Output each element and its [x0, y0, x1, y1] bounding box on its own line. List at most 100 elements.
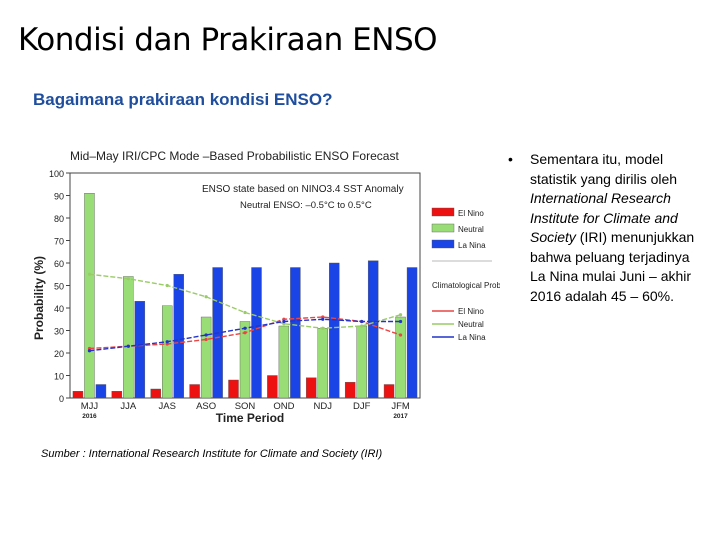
bullet-point: • Sementara itu, model statistik yang di… [508, 150, 708, 306]
y-tick-label: 60 [54, 259, 64, 269]
bar-el-nino [383, 384, 395, 399]
bar-el-nino [228, 379, 239, 399]
bar-neutral [162, 305, 173, 399]
legend-label-el-nino: El Nino [458, 209, 484, 218]
slide-subtitle: Bagaimana prakiraan kondisi ENSO? [33, 90, 333, 109]
y-tick-label: 10 [54, 372, 64, 382]
x-tick-label: SON [235, 401, 256, 412]
bar-la-nina [367, 260, 379, 399]
climatology-point-la-nina [87, 349, 92, 353]
y-tick-label: 80 [54, 214, 64, 224]
x-tick-label: JAS [159, 401, 176, 412]
bar-la-nina [95, 384, 107, 399]
y-tick-label: 30 [54, 327, 64, 337]
source-caption: Sumber : International Research Institut… [41, 448, 383, 460]
y-tick-label: 100 [49, 169, 64, 179]
bar-el-nino [267, 375, 278, 399]
bar-neutral [239, 321, 251, 399]
bar-el-nino [72, 391, 84, 399]
enso-forecast-chart: Mid–May IRI/CPC Mode –Based Probabilisti… [20, 148, 521, 440]
bar-neutral [200, 316, 212, 399]
y-tick-label: 20 [54, 349, 64, 359]
climatology-point-la-nina [282, 319, 286, 324]
legend-climatology-title: Climatological Probability [432, 281, 500, 290]
x-tick-label: MJJ [81, 401, 99, 412]
bar-el-nino [306, 377, 317, 399]
climatology-point-neutral [398, 313, 403, 317]
x-tick-label: NDJ [314, 401, 333, 412]
climatology-point-neutral [204, 295, 208, 299]
slide-title: Kondisi dan Prakiraan ENSO [18, 22, 438, 58]
y-tick-label: 40 [54, 304, 64, 314]
bar-la-nina [329, 262, 340, 399]
chart-annotation-1: ENSO state based on NINO3.4 SST Anomaly [202, 184, 404, 195]
legend-swatch-neutral [431, 223, 455, 233]
climatology-point-el-nino [282, 317, 286, 321]
y-tick-label: 70 [54, 237, 64, 247]
legend-clim-label-neutral: Neutral [458, 320, 484, 329]
y-tick-label: 50 [54, 282, 64, 292]
climatology-point-la-nina [360, 319, 364, 324]
x-year-label: 2017 [393, 413, 408, 420]
bar-la-nina [406, 267, 418, 399]
chart-svg: Mid–May IRI/CPC Mode –Based Probabilisti… [32, 149, 521, 425]
climatology-point-neutral [87, 272, 92, 276]
legend-clim-label-la-nina: La Nina [458, 333, 486, 342]
climatology-point-neutral [321, 326, 325, 330]
bullet-text: Sementara itu, model statistik yang diri… [530, 150, 708, 306]
x-tick-label: JFM [391, 401, 410, 412]
legend-clim-label-el-nino: El Nino [458, 307, 484, 316]
bar-el-nino [111, 391, 123, 399]
y-tick-label: 0 [59, 394, 64, 404]
x-tick-label: OND [273, 401, 294, 412]
climatology-point-neutral [360, 324, 364, 328]
climatology-point-la-nina [165, 340, 169, 344]
x-tick-label: ASO [196, 401, 216, 412]
climatology-point-neutral [126, 277, 130, 281]
x-tick-label: DJF [353, 401, 371, 412]
bar-la-nina [173, 274, 184, 399]
climatology-point-el-nino [165, 342, 169, 346]
climatology-point-el-nino [398, 333, 403, 337]
climatology-point-neutral [243, 310, 247, 315]
legend-swatch-la-nina [431, 239, 455, 249]
bar-neutral [395, 316, 406, 399]
climatology-point-el-nino [204, 337, 208, 342]
bullet-text-part-2: (IRI) menunjukkan bahwa peluang terjadin… [530, 229, 695, 304]
bar-neutral [278, 325, 290, 399]
bar-neutral [317, 328, 328, 399]
climatology-point-neutral [165, 283, 169, 288]
climatology-point-la-nina [398, 319, 403, 324]
y-tick-label: 90 [54, 192, 64, 202]
climatology-point-la-nina [243, 326, 247, 330]
bullet-text-italic: International Research Institute for Cli… [530, 190, 678, 245]
chart-title: Mid–May IRI/CPC Mode –Based Probabilisti… [70, 149, 399, 163]
climatology-point-la-nina [321, 317, 325, 321]
legend-label-neutral: Neutral [458, 225, 484, 234]
chart-x-axis-label: Time Period [216, 411, 284, 425]
bar-la-nina [290, 267, 301, 399]
chart-y-axis-label: Probability (%) [32, 256, 46, 340]
bullet-marker: • [508, 151, 513, 167]
climatology-point-el-nino [243, 331, 247, 335]
bar-el-nino [150, 388, 161, 399]
climatology-point-el-nino [87, 346, 92, 351]
climatology-point-el-nino [321, 315, 325, 319]
chart-annotation-2: Neutral ENSO: –0.5°C to 0.5°C [240, 200, 372, 211]
climatology-point-neutral [282, 322, 286, 326]
bar-el-nino [344, 382, 356, 399]
x-year-label: 2016 [82, 413, 97, 420]
bar-la-nina [134, 301, 146, 399]
bar-el-nino [189, 384, 200, 399]
climatology-point-la-nina [204, 333, 208, 337]
bar-neutral [84, 193, 95, 399]
bar-neutral [123, 276, 134, 399]
annotation-box [198, 178, 408, 214]
bar-neutral [356, 325, 367, 399]
climatology-point-la-nina [126, 344, 130, 348]
bar-la-nina [251, 267, 262, 399]
legend-swatch-el-nino [431, 207, 455, 217]
bullet-text-part-1: Sementara itu, model statistik yang diri… [530, 151, 678, 187]
x-tick-label: JJA [120, 401, 137, 412]
legend-label-la-nina: La Nina [458, 241, 486, 250]
